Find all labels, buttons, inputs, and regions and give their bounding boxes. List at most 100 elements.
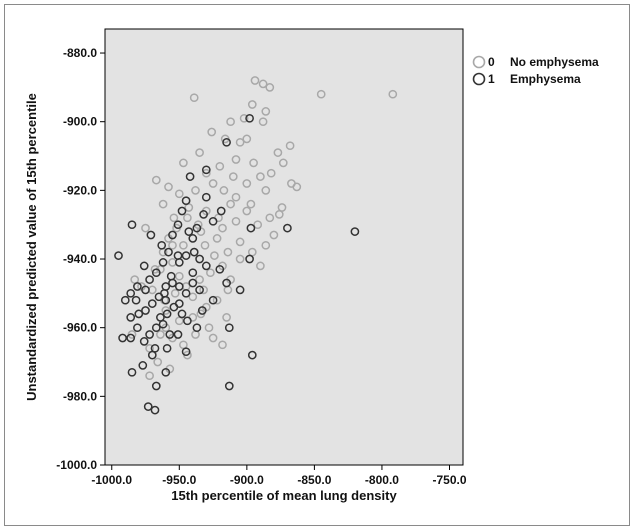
point-emphysema — [188, 278, 198, 288]
point-no-emphysema — [242, 179, 252, 188]
point-emphysema — [195, 254, 204, 264]
point-emphysema — [126, 313, 136, 322]
point-no-emphysema — [265, 213, 275, 223]
point-no-emphysema — [235, 237, 245, 247]
point-emphysema — [216, 206, 226, 216]
point-no-emphysema — [253, 220, 263, 230]
point-emphysema — [181, 347, 191, 357]
point-no-emphysema — [256, 261, 265, 271]
y-tick-label: -960.0 — [63, 321, 97, 335]
point-emphysema — [126, 288, 136, 298]
point-emphysema — [162, 343, 172, 353]
point-emphysema — [141, 285, 150, 295]
point-no-emphysema — [179, 158, 188, 168]
point-no-emphysema — [269, 230, 279, 240]
x-tick-label: -1000.0 — [91, 473, 132, 487]
point-emphysema — [139, 261, 149, 271]
point-no-emphysema — [242, 206, 252, 216]
point-no-emphysema — [204, 323, 214, 333]
point-no-emphysema — [215, 161, 225, 171]
point-no-emphysema — [246, 199, 256, 209]
point-no-emphysema — [226, 199, 235, 209]
point-no-emphysema — [247, 100, 257, 109]
point-emphysema — [197, 306, 207, 315]
point-emphysema — [184, 227, 194, 236]
point-emphysema — [158, 258, 168, 267]
point-no-emphysema — [188, 292, 198, 302]
point-no-emphysema — [189, 93, 199, 103]
point-emphysema — [283, 223, 292, 233]
point-no-emphysema — [235, 254, 245, 264]
point-emphysema — [151, 323, 161, 333]
point-emphysema — [146, 230, 156, 240]
y-tick-label: -920.0 — [63, 183, 97, 197]
point-no-emphysema — [239, 113, 249, 123]
point-emphysema — [224, 323, 234, 333]
y-tick-label: -940.0 — [63, 252, 97, 266]
point-no-emphysema — [158, 199, 168, 209]
point-no-emphysema — [266, 168, 276, 178]
point-no-emphysema — [174, 189, 184, 199]
point-emphysema — [245, 113, 254, 123]
point-no-emphysema — [261, 186, 271, 195]
point-emphysema — [177, 206, 187, 216]
x-tick-label: -950.0 — [162, 473, 196, 487]
point-no-emphysema — [261, 107, 271, 116]
point-emphysema — [195, 285, 204, 295]
point-no-emphysema — [206, 268, 215, 278]
point-no-emphysema — [258, 117, 268, 127]
point-emphysema — [133, 323, 142, 333]
point-emphysema — [168, 230, 177, 240]
point-emphysema — [245, 254, 254, 264]
point-emphysema — [246, 223, 256, 233]
point-emphysema — [174, 282, 184, 291]
point-emphysema — [183, 316, 192, 326]
point-emphysema — [188, 234, 198, 243]
legend-label-emphysema: Emphysema — [510, 72, 581, 86]
point-no-emphysema — [235, 137, 245, 147]
point-emphysema — [166, 271, 176, 281]
point-no-emphysema — [201, 168, 211, 178]
point-no-emphysema — [169, 213, 179, 223]
point-no-emphysema — [273, 148, 283, 157]
legend-code-0: 0 — [488, 55, 495, 69]
point-emphysema — [131, 295, 141, 305]
point-no-emphysema — [199, 285, 208, 295]
point-no-emphysema — [153, 357, 163, 367]
point-emphysema — [173, 220, 183, 230]
point-emphysema — [222, 278, 231, 288]
x-tick-label: -900.0 — [230, 473, 264, 487]
point-emphysema — [151, 381, 161, 391]
point-no-emphysema — [287, 179, 296, 188]
point-no-emphysema — [195, 148, 204, 157]
point-no-emphysema — [249, 158, 258, 168]
point-no-emphysema — [195, 275, 204, 284]
point-no-emphysema — [231, 192, 241, 202]
point-emphysema — [201, 192, 211, 202]
point-no-emphysema — [145, 371, 154, 381]
legend-label-no-emphysema: No emphysema — [510, 55, 599, 69]
point-emphysema — [157, 240, 167, 250]
point-emphysema — [151, 268, 161, 278]
point-emphysema — [185, 172, 195, 181]
y-tick-label: -980.0 — [63, 389, 97, 403]
point-no-emphysema — [164, 182, 173, 192]
point-no-emphysema — [231, 155, 241, 164]
point-emphysema — [177, 309, 187, 319]
point-no-emphysema — [222, 313, 231, 322]
legend: 0 No emphysema 1 Emphysema — [472, 55, 599, 86]
point-emphysema — [139, 337, 149, 346]
point-no-emphysema — [261, 240, 271, 250]
point-no-emphysema — [208, 179, 218, 188]
point-emphysema — [199, 210, 208, 219]
point-no-emphysema — [285, 141, 295, 151]
point-emphysema — [188, 268, 198, 278]
point-no-emphysema — [265, 83, 275, 92]
point-no-emphysema — [200, 240, 210, 250]
legend-marker-no-emphysema — [472, 55, 486, 69]
point-no-emphysema — [278, 158, 288, 168]
y-axis: -880.0 -900.0 -920.0 -940.0 -960.0 -980.0 -100… — [56, 46, 105, 472]
point-emphysema — [141, 306, 150, 315]
point-no-emphysema — [168, 240, 177, 250]
